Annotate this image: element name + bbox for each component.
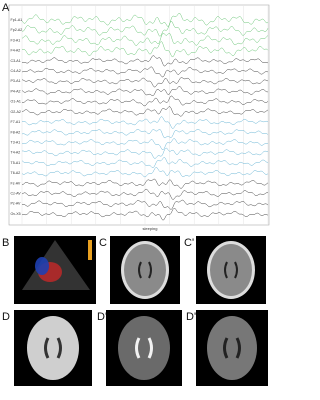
eeg-trace (21, 157, 269, 169)
eeg-trace (21, 167, 269, 178)
channel-label: Cz-AV (11, 192, 22, 196)
eeg-trace (21, 77, 269, 88)
panel-label: B (2, 237, 9, 249)
eeg-trace (21, 41, 269, 58)
panel-label: A (2, 2, 10, 14)
eeg-trace (21, 128, 269, 139)
channel-label: C3-A1 (11, 59, 21, 63)
eeg-trace (21, 178, 269, 189)
figure: A Fp1-A1 Fp2-A2 F3-A1 F4-A2 C3-A1 C4-A2 P3-A1 P… (2, 2, 270, 386)
eeg-trace (21, 106, 269, 117)
channel-label: F8-A2 (11, 130, 21, 134)
channel-label: C4-A2 (11, 69, 21, 73)
eeg-trace (21, 20, 269, 37)
eeg-trace (21, 147, 269, 159)
channel-label: Pz-AV (11, 202, 22, 206)
channel-label: P4-A2 (11, 89, 21, 93)
panel-label: D (2, 311, 10, 323)
eeg-trace (21, 32, 269, 46)
brain (210, 244, 252, 296)
color-scale (88, 240, 92, 260)
ventricles (44, 337, 62, 359)
eeg-trace (21, 207, 269, 221)
panel-label: C' (184, 237, 194, 249)
channel-label: T5-A1 (11, 161, 21, 165)
ventricles (138, 261, 152, 279)
doppler-blue (35, 257, 49, 275)
eeg-trace (21, 95, 269, 107)
channel-label: T3-A1 (11, 140, 21, 144)
eeg-trace (21, 188, 269, 200)
eeg-trace (21, 116, 269, 129)
channel-label: Ov-X5 (11, 212, 21, 216)
eeg-trace (21, 12, 269, 27)
channel-label: F7-A1 (11, 120, 21, 124)
eeg-traces: Fp1-A1 Fp2-A2 F3-A1 F4-A2 C3-A1 C4-A2 P3-A1 P4-… (11, 6, 269, 224)
panel-label: D' (97, 311, 107, 323)
panel-label: D'' (186, 311, 198, 323)
channel-label: O1-A1 (11, 100, 21, 104)
eeg-trace (21, 55, 269, 67)
channel-label: T6-A2 (11, 171, 21, 175)
eeg-frame (8, 4, 270, 226)
channel-label: T4-A2 (11, 151, 21, 155)
channel-label: F4-A2 (11, 49, 21, 53)
channel-label: Fp2-A2 (11, 28, 23, 32)
eeg-trace (21, 86, 269, 97)
state-label: sleeping (143, 226, 158, 231)
channel-label: O2-A2 (11, 110, 21, 114)
panel-label: C (99, 237, 107, 249)
ventricles (223, 337, 241, 359)
channel-label: F3-A1 (11, 38, 21, 42)
ventricles (135, 337, 153, 359)
eeg-trace (21, 138, 269, 151)
channel-label: Fp1-A1 (11, 18, 23, 22)
brain (27, 316, 79, 380)
ventricles (224, 261, 238, 279)
brain (124, 244, 166, 296)
brain (207, 316, 257, 380)
eeg-trace (21, 66, 269, 78)
eeg-trace (21, 199, 269, 210)
channel-label: P3-A1 (11, 79, 21, 83)
brain (118, 316, 170, 380)
channel-label: Fz-AV (11, 181, 21, 185)
